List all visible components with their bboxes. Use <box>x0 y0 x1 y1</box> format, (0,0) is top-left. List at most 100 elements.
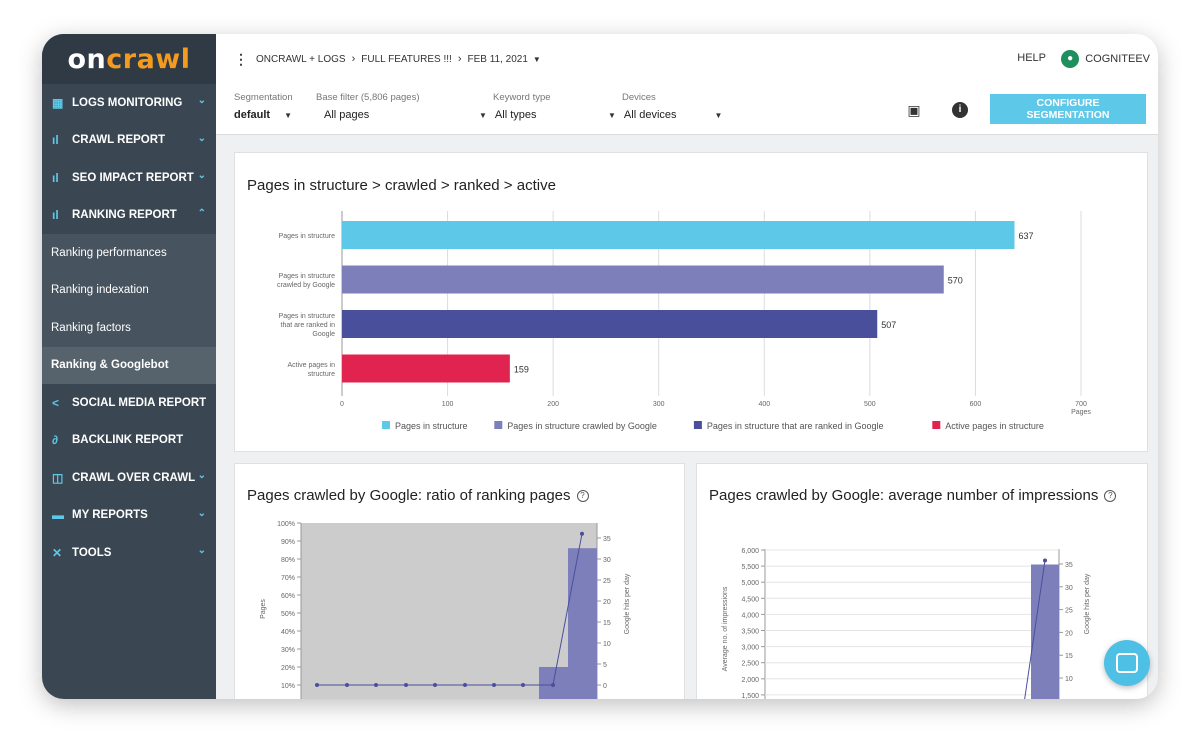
y2-axis-label: Google hits per day <box>624 573 631 634</box>
crawl-date-dropdown-icon[interactable]: ▼ <box>532 54 541 64</box>
sidebar-item-label: CRAWL OVER CRAWL <box>72 471 196 484</box>
x-tick-label: 500 <box>864 401 876 408</box>
category-label: Pages in structure <box>279 233 336 240</box>
sidebar-item-logs-monitoring[interactable]: ▦ LOGS MONITORING ⌄ <box>42 84 216 122</box>
y-tick-label: 90% <box>281 539 295 546</box>
category-label: structure <box>308 371 335 378</box>
breadcrumb-crawl-profile[interactable]: FULL FEATURES !!! <box>361 53 452 65</box>
keyword-type-dropdown-icon[interactable]: ▼ <box>608 111 616 120</box>
sidebar-item-backlink-report[interactable]: ∂ BACKLINK REPORT <box>42 422 216 460</box>
sidebar-item-my-reports[interactable]: ▬ MY REPORTS ⌄ <box>42 497 216 535</box>
devices-dropdown-icon[interactable]: ▼ <box>714 111 723 120</box>
help-circle-icon[interactable]: ? <box>1104 490 1117 503</box>
configure-segmentation-button[interactable]: CONFIGURE SEGMENTATION <box>990 94 1146 124</box>
sidebar-item-crawl-over-crawl[interactable]: ◫ CRAWL OVER CRAWL ⌄ <box>42 459 216 497</box>
help-link[interactable]: HELP <box>1017 52 1046 64</box>
sidebar-subitem[interactable]: Ranking & Googlebot <box>42 346 216 384</box>
y-axis-label: Pages <box>260 599 267 619</box>
sidebar-item-ranking-report[interactable]: ıl RANKING REPORT ⌃ <box>42 197 216 235</box>
y-tick-label: 2,000 <box>741 677 759 684</box>
y-axis-label: Average no. of impressions <box>722 586 729 671</box>
legend-label: Pages in structure crawled by Google <box>507 421 657 431</box>
hits-point <box>521 683 525 687</box>
legend-label: Active pages in structure <box>945 421 1044 431</box>
y2-tick-label: 35 <box>1065 562 1073 569</box>
sidebar-item-icon: ∂ <box>52 433 58 448</box>
y-tick-label: 6,000 <box>741 548 759 555</box>
logo-text-on: on <box>67 43 107 75</box>
sidebar-chevron-icon[interactable]: ⌄ <box>197 470 206 481</box>
bar <box>568 548 597 699</box>
hits-line <box>317 533 583 686</box>
pdf-export-icon[interactable]: ▣ <box>907 102 921 118</box>
y2-axis-label: Google hits per day <box>1084 573 1091 634</box>
keyword-type-label: Keyword type <box>493 92 551 103</box>
user-menu[interactable]: ● COGNITEEV <box>1061 50 1150 68</box>
keyword-type-filter[interactable]: Keyword type ▼ All types <box>479 92 551 121</box>
sidebar-item-crawl-report[interactable]: ıl CRAWL REPORT ⌄ <box>42 122 216 160</box>
y-tick-label: 3,000 <box>741 645 759 652</box>
sidebar-item-icon: < <box>52 395 60 410</box>
hits-point <box>492 683 496 687</box>
devices-filter[interactable]: Devices ▼ All devices ▼ <box>608 92 722 121</box>
sidebar-item-label: BACKLINK REPORT <box>72 434 184 447</box>
sidebar-item-label: CRAWL REPORT <box>72 134 166 147</box>
breadcrumb-project[interactable]: ONCRAWL + LOGS <box>256 53 346 65</box>
segmentation-label: Segmentation <box>234 92 293 103</box>
sidebar-subitem[interactable]: Ranking factors <box>42 309 216 347</box>
sidebar-chevron-icon[interactable]: ⌄ <box>197 132 206 144</box>
sidebar-chevron-icon[interactable]: ⌄ <box>197 545 206 556</box>
y2-tick-label: 10 <box>1065 676 1073 683</box>
chat-launcher-button[interactable] <box>1104 640 1150 686</box>
y-tick-label: 4,000 <box>741 612 759 619</box>
sidebar-chevron-icon[interactable]: ⌄ <box>197 95 206 106</box>
funnel-chart-title: Pages in structure > crawled > ranked > … <box>247 177 556 194</box>
sidebar-chevron-icon[interactable]: ⌄ <box>197 170 206 181</box>
hits-point <box>1043 558 1047 563</box>
legend-label: Pages in structure that are ranked in Go… <box>707 421 884 431</box>
sidebar-item-icon: ıl <box>52 208 59 223</box>
category-label: that are ranked in <box>281 322 336 329</box>
hits-point <box>580 531 584 536</box>
sidebar-item-social-media-report[interactable]: < SOCIAL MEDIA REPORT <box>42 384 216 422</box>
keyword-type-value: All types <box>494 109 537 121</box>
hits-point <box>345 683 349 687</box>
sidebar-item-icon: ▬ <box>52 508 64 523</box>
y-tick-label: 5,500 <box>741 564 759 571</box>
sidebar-item-seo-impact-report[interactable]: ıl SEO IMPACT REPORT ⌄ <box>42 159 216 197</box>
sidebar-subitem[interactable]: Ranking performances <box>42 234 216 272</box>
hits-point <box>433 683 437 687</box>
top-bar: ⋮ ONCRAWL + LOGS › FULL FEATURES !!! › F… <box>216 34 1158 85</box>
y2-tick-label: 30 <box>603 557 611 564</box>
base-filter[interactable]: Base filter (5,806 pages) All pages <box>316 92 486 121</box>
sidebar-item-icon: ▦ <box>52 95 64 110</box>
legend-swatch <box>932 421 941 429</box>
info-icon[interactable]: i <box>952 102 968 118</box>
sidebar-item-tools[interactable]: ✕ TOOLS ⌄ <box>42 534 216 572</box>
sidebar-chevron-icon[interactable]: ⌃ <box>197 207 206 219</box>
segmentation-filter[interactable]: Segmentation default ▼ <box>234 92 293 121</box>
legend-swatch <box>382 421 390 429</box>
sidebar-item-icon: ✕ <box>52 545 63 560</box>
segmentation-value: default <box>234 109 271 121</box>
base-filter-value: All pages <box>324 109 370 121</box>
category-label: Pages in structure <box>279 313 336 320</box>
sidebar-item-label: SOCIAL MEDIA REPORT <box>72 396 207 409</box>
y2-tick-label: 30 <box>1065 585 1073 592</box>
help-circle-icon[interactable]: ? <box>576 490 589 503</box>
sidebar-subitem[interactable]: Ranking indexation <box>42 271 216 309</box>
filter-bar: Segmentation default ▼ Base filter (5,806… <box>216 84 1158 135</box>
y2-tick-label: 15 <box>603 620 611 627</box>
y-tick-label: 50% <box>281 611 295 618</box>
y2-tick-label: 35 <box>603 536 611 543</box>
breadcrumb-crawl-date[interactable]: FEB 11, 2021 <box>467 53 528 65</box>
oncrawl-logo[interactable]: on crawl <box>42 34 216 84</box>
base-filter-dropdown-icon[interactable]: ▼ <box>479 111 487 120</box>
sidebar-chevron-icon[interactable]: ⌄ <box>197 507 206 519</box>
sidebar-item-label: TOOLS <box>72 546 112 559</box>
project-menu-icon[interactable]: ⋮ <box>234 50 248 67</box>
y-tick-label: 3,500 <box>741 629 759 636</box>
x-axis-label: Pages <box>1071 409 1091 416</box>
segmentation-dropdown-icon[interactable]: ▼ <box>284 111 292 120</box>
